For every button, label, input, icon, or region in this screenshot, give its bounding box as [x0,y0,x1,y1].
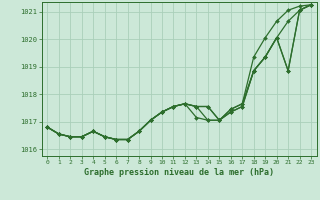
X-axis label: Graphe pression niveau de la mer (hPa): Graphe pression niveau de la mer (hPa) [84,168,274,177]
